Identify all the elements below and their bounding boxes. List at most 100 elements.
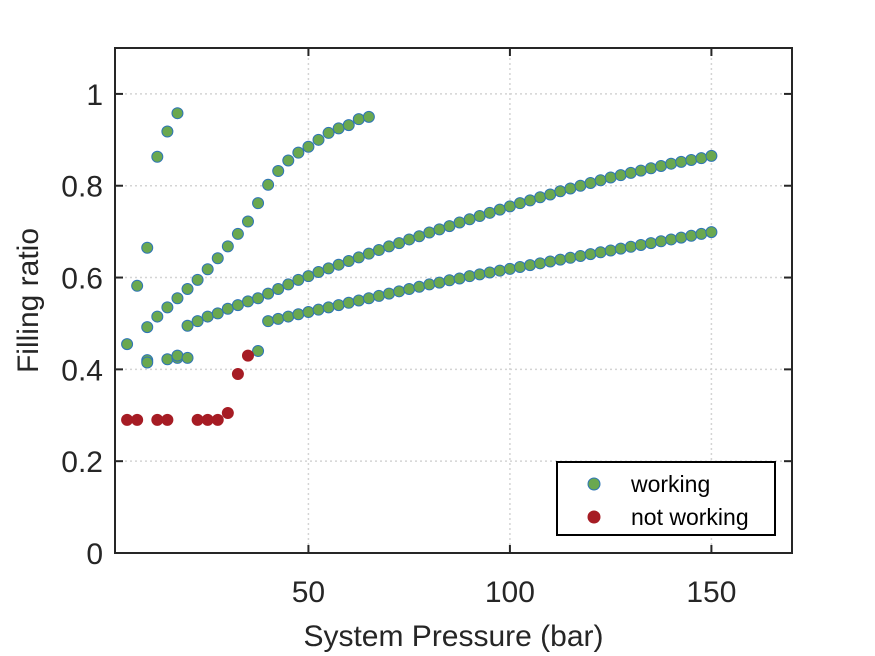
working-point — [181, 319, 194, 332]
working-point — [624, 166, 637, 179]
axis-ticks: 50 100 150 0 0.2 0.4 0.6 0.8 1 — [61, 48, 792, 609]
working-point — [443, 274, 456, 287]
working-point — [393, 237, 406, 250]
working-point — [493, 264, 506, 277]
working-point — [272, 283, 285, 296]
working-point — [312, 266, 325, 279]
working-point — [604, 171, 617, 184]
working-point — [372, 244, 385, 256]
working-point — [695, 152, 708, 165]
not-working-point — [131, 413, 144, 426]
working-point — [483, 206, 496, 219]
working-point — [362, 292, 375, 305]
not-working-point — [151, 413, 164, 426]
working-point — [191, 273, 204, 286]
working-point — [383, 287, 396, 300]
working-point — [604, 244, 617, 257]
not-working-point — [121, 413, 134, 426]
working-point — [423, 278, 436, 291]
working-point — [211, 307, 224, 320]
working-point — [292, 308, 305, 321]
working-point — [151, 150, 164, 163]
working-point — [352, 251, 365, 264]
x-tick-label: 150 — [686, 576, 736, 609]
working-point — [383, 240, 396, 253]
working-point — [513, 197, 526, 210]
working-point — [534, 191, 547, 204]
working-point — [171, 349, 184, 362]
working-point — [644, 237, 657, 250]
working-point — [312, 303, 325, 316]
working-point — [201, 310, 214, 323]
working-point — [161, 353, 174, 366]
working-point — [362, 110, 375, 123]
data-points — [121, 107, 718, 426]
working-point — [473, 268, 486, 281]
working-point — [241, 215, 254, 228]
working-point — [594, 174, 607, 187]
legend-label-not-working: not working — [631, 504, 749, 530]
y-tick-label: 0.6 — [61, 263, 103, 296]
working-point — [453, 272, 466, 285]
working-point — [685, 154, 698, 167]
working-point — [634, 164, 647, 177]
working-point — [322, 262, 335, 275]
working-point — [262, 287, 275, 300]
not-working-point — [191, 413, 204, 426]
working-point — [352, 113, 365, 126]
working-point — [352, 294, 365, 307]
legend-marker-working — [587, 477, 601, 491]
working-point — [403, 233, 416, 246]
working-point — [282, 154, 295, 167]
working-point — [231, 227, 244, 240]
working-point — [705, 226, 718, 239]
working-point — [675, 155, 688, 168]
working-point — [282, 278, 295, 291]
working-point — [685, 229, 698, 242]
working-point — [413, 280, 426, 293]
x-axis-label: System Pressure (bar) — [303, 620, 603, 653]
working-point — [211, 252, 224, 265]
working-point — [241, 295, 254, 308]
working-point — [564, 251, 577, 264]
working-point — [453, 216, 466, 229]
x-tick-label: 100 — [485, 576, 535, 609]
working-point — [151, 310, 164, 323]
working-point — [614, 169, 627, 182]
working-point — [634, 238, 647, 251]
working-point — [584, 176, 597, 189]
working-point — [181, 351, 194, 364]
working-point — [393, 285, 406, 298]
axes-box — [114, 47, 793, 554]
working-point — [564, 182, 577, 195]
working-point — [332, 299, 345, 312]
y-tick-label: 0.8 — [61, 171, 103, 204]
legend-marker-not-working — [587, 510, 601, 524]
working-point — [524, 194, 537, 207]
working-point — [493, 203, 506, 216]
working-point — [121, 338, 134, 351]
working-point — [272, 312, 285, 325]
working-point — [524, 259, 537, 272]
working-point — [624, 240, 637, 253]
working-point — [372, 289, 385, 302]
working-point — [644, 162, 657, 175]
working-point — [403, 283, 416, 296]
y-tick-label: 0.2 — [61, 446, 103, 479]
working-point — [282, 310, 295, 323]
working-point — [181, 283, 194, 296]
working-point — [201, 263, 214, 276]
working-point — [534, 257, 547, 270]
working-point — [141, 241, 154, 254]
y-tick-label: 1 — [86, 79, 103, 112]
working-point — [675, 231, 688, 244]
working-point — [141, 321, 154, 334]
working-point — [302, 140, 315, 153]
working-point — [171, 292, 184, 305]
not-working-point — [231, 367, 244, 380]
not-working-point — [211, 413, 224, 426]
working-point — [473, 210, 486, 223]
working-point — [302, 305, 315, 318]
working-point — [574, 249, 587, 262]
